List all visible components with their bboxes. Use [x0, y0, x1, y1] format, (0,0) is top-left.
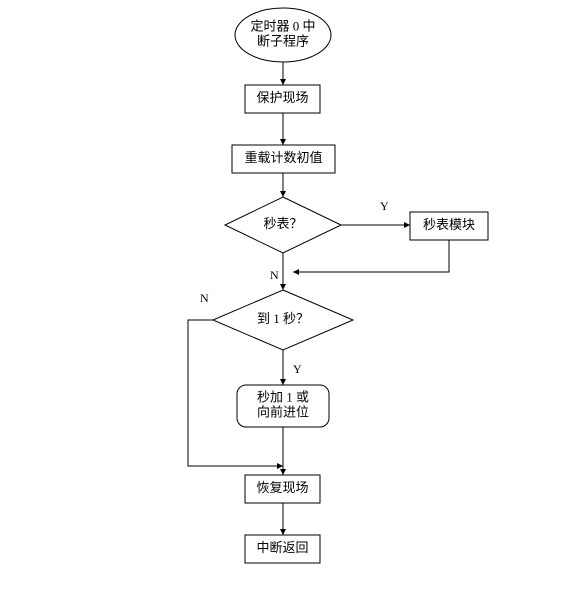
node-restore: 恢复现场 — [245, 475, 320, 503]
edge-5 — [293, 240, 449, 272]
reload-text: 重载计数初值 — [244, 150, 322, 165]
stopwatchModule-text: 秒表模块 — [423, 217, 475, 232]
edge-label-7: N — [200, 291, 209, 305]
edge-label-3: Y — [380, 199, 389, 213]
edge-label-6: Y — [293, 362, 302, 376]
ret-text: 中断返回 — [256, 540, 308, 555]
nodes-layer: 定时器 0 中断子程序保护现场重载计数初值秒表？ 秒表模块到 1 秒？ 秒加 1 或… — [213, 8, 488, 563]
isOneSec-text: 到 1 秒？ — [257, 311, 309, 326]
edge-label-4: N — [270, 268, 279, 282]
node-stopwatchModule: 秒表模块 — [410, 212, 488, 240]
edges-layer: Y N Y N — [188, 62, 449, 535]
flowchart-canvas: Y N Y N 定时器 0 中断子程序保护现场重载计数初值秒表？ 秒表模块到 1 秒？ 秒… — [0, 0, 573, 615]
node-save: 保护现场 — [245, 85, 320, 113]
isStopwatch-text: 秒表？ — [263, 216, 302, 231]
node-ret: 中断返回 — [245, 535, 320, 563]
start-text: 定时器 0 中 — [250, 18, 315, 33]
node-start: 定时器 0 中断子程序 — [235, 8, 331, 62]
incSec-text: 秒加 1 或 — [257, 389, 309, 404]
node-incSec: 秒加 1 或向前进位 — [237, 385, 329, 427]
start-text: 断子程序 — [257, 33, 309, 48]
node-isOneSec: 到 1 秒？ — [213, 290, 353, 350]
node-isStopwatch: 秒表？ — [225, 197, 341, 253]
save-text: 保护现场 — [256, 90, 308, 105]
incSec-text: 向前进位 — [257, 404, 309, 419]
restore-text: 恢复现场 — [256, 480, 308, 495]
node-reload: 重载计数初值 — [232, 145, 335, 173]
